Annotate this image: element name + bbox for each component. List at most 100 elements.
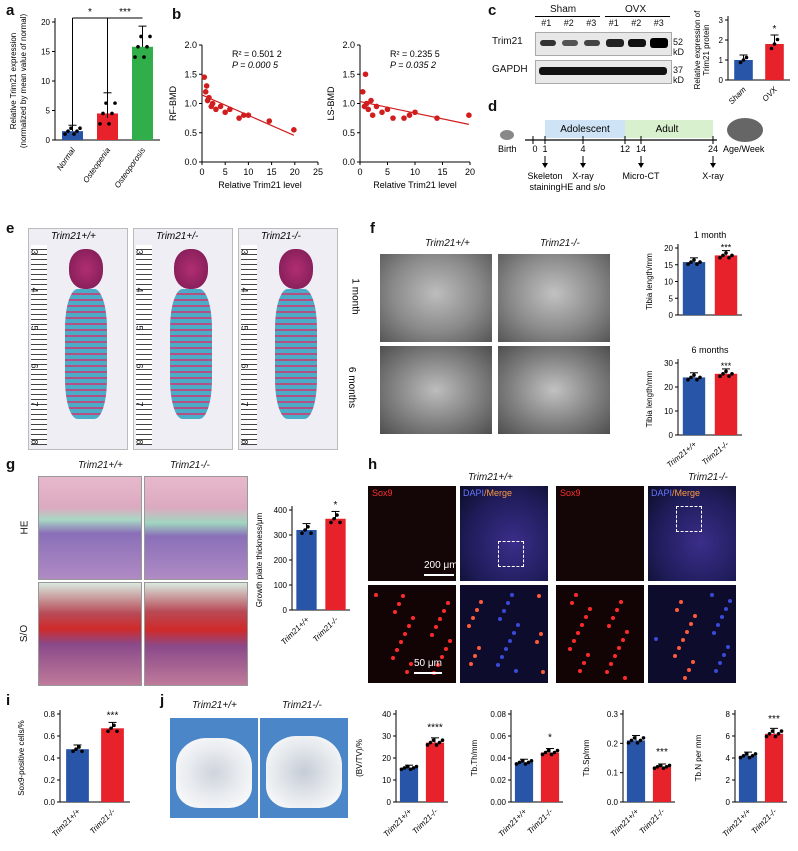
- cell-nucleus-dot: [683, 676, 687, 680]
- y-tick-label: 5: [669, 294, 674, 303]
- cell-nucleus-dot: [405, 670, 409, 674]
- data-point: [689, 375, 693, 380]
- y-tick-label: 400: [274, 506, 288, 515]
- ruler-number: 3: [134, 249, 145, 255]
- row-label-so: S/O: [19, 624, 31, 643]
- bar: [682, 262, 706, 315]
- cell-nucleus-dot: [541, 670, 545, 674]
- y-tick-label: 2.0: [342, 40, 355, 50]
- y-tick-label: 3: [719, 16, 724, 25]
- bar: [399, 767, 419, 802]
- y-tick-label: 0.08: [490, 710, 506, 719]
- y-tick-label: 0.3: [607, 710, 619, 719]
- bar: [325, 518, 346, 610]
- x-tick-label: 20: [465, 167, 475, 177]
- data-point: [309, 531, 313, 535]
- cell-nucleus-dot: [576, 631, 580, 635]
- event-label: Skeleton: [527, 171, 562, 181]
- merge-wt-image: DAPI/Merge: [460, 486, 548, 581]
- cell-nucleus-dot: [615, 608, 619, 612]
- timeline-tick-label: 0: [532, 144, 537, 154]
- microct-ko-image: [260, 718, 348, 818]
- cell-nucleus-dot: [578, 669, 582, 673]
- panel-label-h: h: [368, 456, 378, 473]
- x-tick-label: Trim21+/+: [50, 807, 82, 839]
- ruler-number: 8: [134, 439, 145, 445]
- skeleton-image-1: Trim21+/- 3 4 5 6 7 8: [133, 228, 233, 450]
- y-tick-label: 0.06: [490, 732, 506, 741]
- data-point: [652, 766, 657, 771]
- cell-nucleus-dot: [504, 647, 508, 651]
- data-point: [142, 55, 146, 59]
- y-tick-label: 0: [726, 798, 731, 807]
- scatter-point: [236, 115, 242, 121]
- y-axis-label: Tb.Th/mm: [470, 739, 479, 776]
- data-point: [632, 736, 637, 740]
- bar: [514, 762, 534, 802]
- data-point: [335, 513, 339, 517]
- data-point: [332, 516, 336, 521]
- data-point: [738, 60, 743, 65]
- data-point: [686, 377, 690, 382]
- x-tick-label: 10: [243, 167, 253, 177]
- y-tick-label: 0.6: [44, 732, 56, 741]
- cell-nucleus-dot: [438, 617, 442, 621]
- y-tick-label: 0: [387, 798, 392, 807]
- panel-f-6months-chart: 0 10 20 30 Trim21+/+ Trim21-/- Tibia length/mm…: [645, 345, 742, 470]
- bar: [765, 44, 784, 80]
- data-point: [767, 732, 772, 736]
- lane-label: #2: [563, 18, 574, 28]
- cell-nucleus-dot: [679, 600, 683, 604]
- data-point: [773, 734, 778, 739]
- data-point: [148, 34, 152, 39]
- y-tick-label: 30: [382, 732, 391, 741]
- x-tick-label: Trim21-/-: [750, 807, 779, 836]
- event-arrowhead: [580, 163, 586, 168]
- data-point: [66, 129, 70, 133]
- data-point: [107, 121, 111, 126]
- data-point: [104, 101, 108, 105]
- lane-label: #3: [586, 18, 597, 28]
- cell-nucleus-dot: [440, 655, 444, 659]
- merge-wt-zoom: [460, 585, 548, 683]
- data-point: [63, 132, 67, 136]
- e-genotype-label: Trim21-/-: [261, 231, 301, 242]
- ruler-number: 4: [239, 287, 250, 293]
- cell-nucleus-dot: [685, 630, 689, 634]
- cell-nucleus-dot: [500, 655, 504, 659]
- x-tick-label: Trim21+/+: [609, 807, 641, 839]
- y-tick-label: 0.0: [44, 798, 56, 807]
- data-point: [741, 58, 746, 62]
- data-point: [721, 372, 725, 376]
- y-tick-label: 30: [664, 359, 673, 368]
- cell-nucleus-dot: [430, 633, 434, 637]
- cell-nucleus-dot: [477, 646, 481, 650]
- ruler-number: 7: [134, 401, 145, 407]
- y-tick-label: 0: [669, 311, 674, 320]
- data-point: [80, 749, 84, 754]
- cell-nucleus-dot: [586, 653, 590, 657]
- data-point: [78, 126, 82, 130]
- data-point: [629, 738, 634, 743]
- data-point: [77, 745, 81, 749]
- cell-nucleus-dot: [588, 607, 592, 611]
- sox9-wt-image: Sox9: [368, 486, 456, 581]
- data-point: [414, 764, 419, 769]
- panel-label-g: g: [6, 456, 16, 473]
- cell-nucleus-dot: [442, 609, 446, 613]
- panel-j-tbsp-chart: 0.0 0.1 0.2 0.3 Trim21+/+Trim21-/- Tb.Sp/mm **…: [582, 710, 675, 839]
- scatter-point: [209, 100, 216, 107]
- data-point: [408, 767, 413, 772]
- y-tick-label: 0.02: [490, 776, 506, 785]
- cell-nucleus-dot: [691, 660, 695, 664]
- axis-end-label: Age/Week: [723, 144, 765, 154]
- y-axis-label: Tb.Sp/mm: [582, 739, 591, 776]
- bar: [540, 752, 560, 802]
- cell-nucleus-dot: [611, 616, 615, 620]
- data-point: [133, 55, 137, 59]
- cell-nucleus-dot: [397, 602, 401, 606]
- x-tick-label: Osteopenia: [81, 146, 112, 185]
- data-point: [718, 374, 722, 379]
- dapi-merge-label-ko: DAPI/Merge: [651, 488, 701, 498]
- p-value: P = 0.000 5: [232, 60, 279, 70]
